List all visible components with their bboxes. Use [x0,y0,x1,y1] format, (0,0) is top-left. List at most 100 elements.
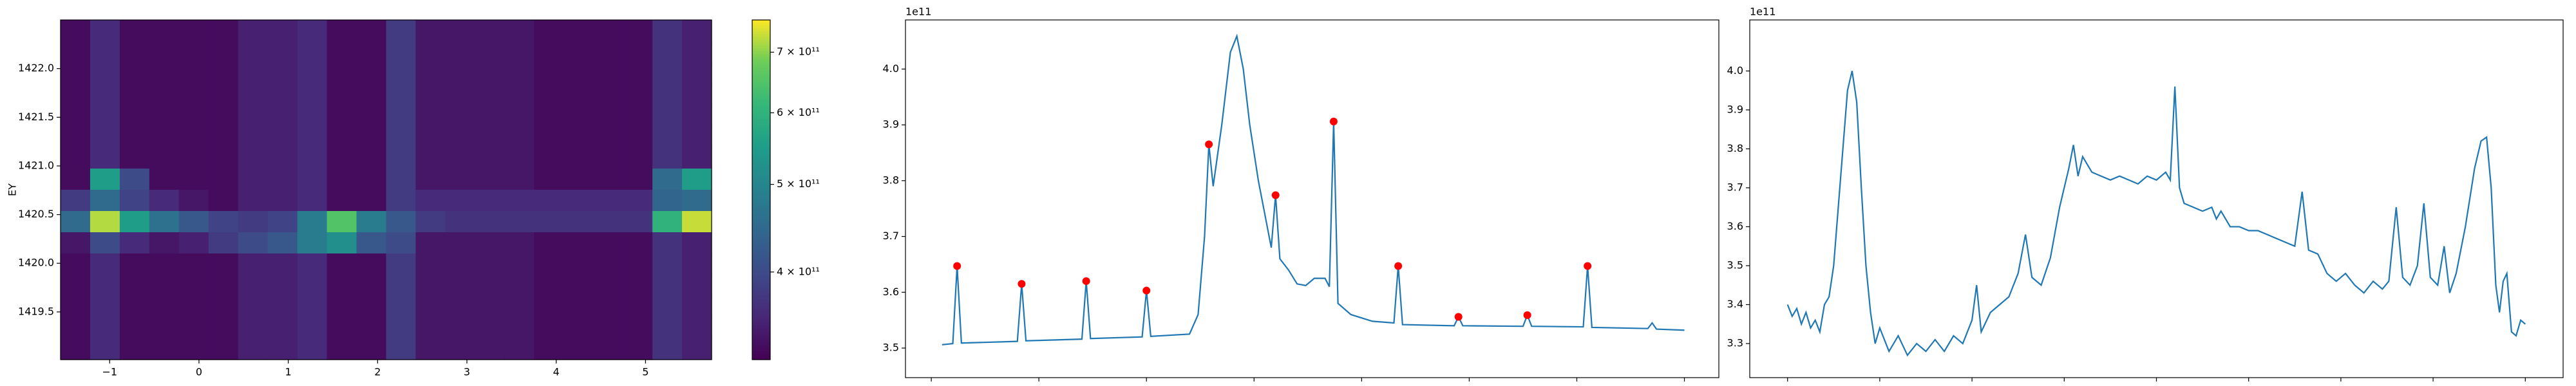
heatmap-cell [356,105,387,127]
heatmap-cell [327,147,357,169]
heatmap-cell [327,105,357,127]
peak-marker [1584,262,1592,270]
heatmap-cell [119,338,150,360]
heatmap-cell [356,190,387,212]
colorbar-gradient [752,170,770,174]
heatmap-cell [504,84,535,106]
heatmap-cell [534,147,564,169]
colorbar-gradient [752,77,770,80]
heatmap-cell [238,20,269,42]
colorbar-gradient [752,303,770,306]
heatmap-cell [61,41,91,63]
heatmap-cell [297,62,328,84]
colorbar-gradient [752,223,770,227]
colorbar-gradient [752,113,770,117]
y-tick-label: 3.4 [1727,298,1743,310]
heatmap-cell [149,20,180,42]
colorbar-gradient [752,261,770,264]
heatmap-cell [297,317,328,339]
heatmap-cell [238,317,269,339]
colorbar-gradient [752,342,770,346]
heatmap-cell [327,338,357,360]
heatmap-cell [178,105,209,127]
heatmap-cell [475,41,505,63]
peak-marker [1271,191,1280,199]
heatmap-cell [178,296,209,318]
heatmap-cell [504,147,535,169]
x-tick-label: 1421.5 [1451,384,1487,386]
heatmap-cell [564,275,594,297]
colorbar-gradient [752,212,770,216]
heatmap-cell [445,126,475,148]
colorbar-gradient [752,221,770,225]
colorbar-gradient [752,198,770,202]
offset-label: 1e11 [905,6,931,18]
colorbar-gradient [752,348,770,352]
x-tick-label: 0 [196,366,202,378]
heatmap-cell [593,317,623,339]
colorbar-gradient [752,232,770,235]
colorbar-gradient [752,263,770,267]
heatmap-cell [534,105,564,127]
colorbar-gradient [752,356,770,360]
heatmap-cell [415,211,446,233]
colorbar-gradient [752,314,770,318]
heatmap-cell [534,317,564,339]
colorbar-gradient [752,127,770,131]
x-tick-label: 3 [464,366,470,378]
x-tick-label: 800 [2515,384,2535,386]
heatmap-cell [623,253,653,275]
heatmap-cell [119,232,150,254]
colorbar-gradient [752,138,770,142]
heatmap-cell [386,232,417,254]
heatmap-cell [682,169,712,190]
heatmap-cell [208,275,239,297]
heatmap-cell [445,62,475,84]
colorbar-gradient [752,102,770,106]
heatmap-cell [623,232,653,254]
heatmap-cell [178,169,209,190]
heatmap-cell [623,84,653,106]
heatmap-cell [149,41,180,63]
colorbar-gradient [752,31,770,35]
heatmap-cell [267,147,298,169]
colorbar-gradient [752,317,770,320]
heatmap-cell [623,190,653,212]
heatmap-cell [208,62,239,84]
offset-label: 1e11 [1750,6,1776,18]
colorbar-gradient [752,45,770,49]
colorbar-gradient [752,152,770,156]
heatmap-cell [682,253,712,275]
peak-marker [1329,117,1338,125]
heatmap-cell [327,296,357,318]
heatmap-cell [356,317,387,339]
heatmap-cell [90,275,120,297]
heatmap-cell [297,169,328,190]
colorbar-gradient [752,277,770,281]
heatmap-cell [90,62,120,84]
colorbar-gradient [752,85,770,89]
heatmap-cell [623,275,653,297]
heatmap-cell [327,84,357,106]
heatmap-cell [119,169,150,190]
heatmap-cell [415,41,446,63]
colorbar-gradient [752,218,770,221]
heatmap-cell [652,147,683,169]
heatmap-cell [149,147,180,169]
heatmap-cell [267,232,298,254]
heatmap-cell [534,232,564,254]
heatmap-cell [61,253,91,275]
colorbar-gradient [752,308,770,312]
peak-marker [1394,262,1403,270]
heatmap-cell [652,232,683,254]
colorbar-gradient [752,246,770,250]
heatmap-cell [504,338,535,360]
heatmap-cell [90,211,120,233]
heatmap-cell [623,296,653,318]
heatmap-cell [119,317,150,339]
colorbar-gradient [752,164,770,168]
colorbar-gradient [752,184,770,188]
heatmap-cell [682,296,712,318]
heatmap-cell [386,338,417,360]
heatmap-cell [593,20,623,42]
